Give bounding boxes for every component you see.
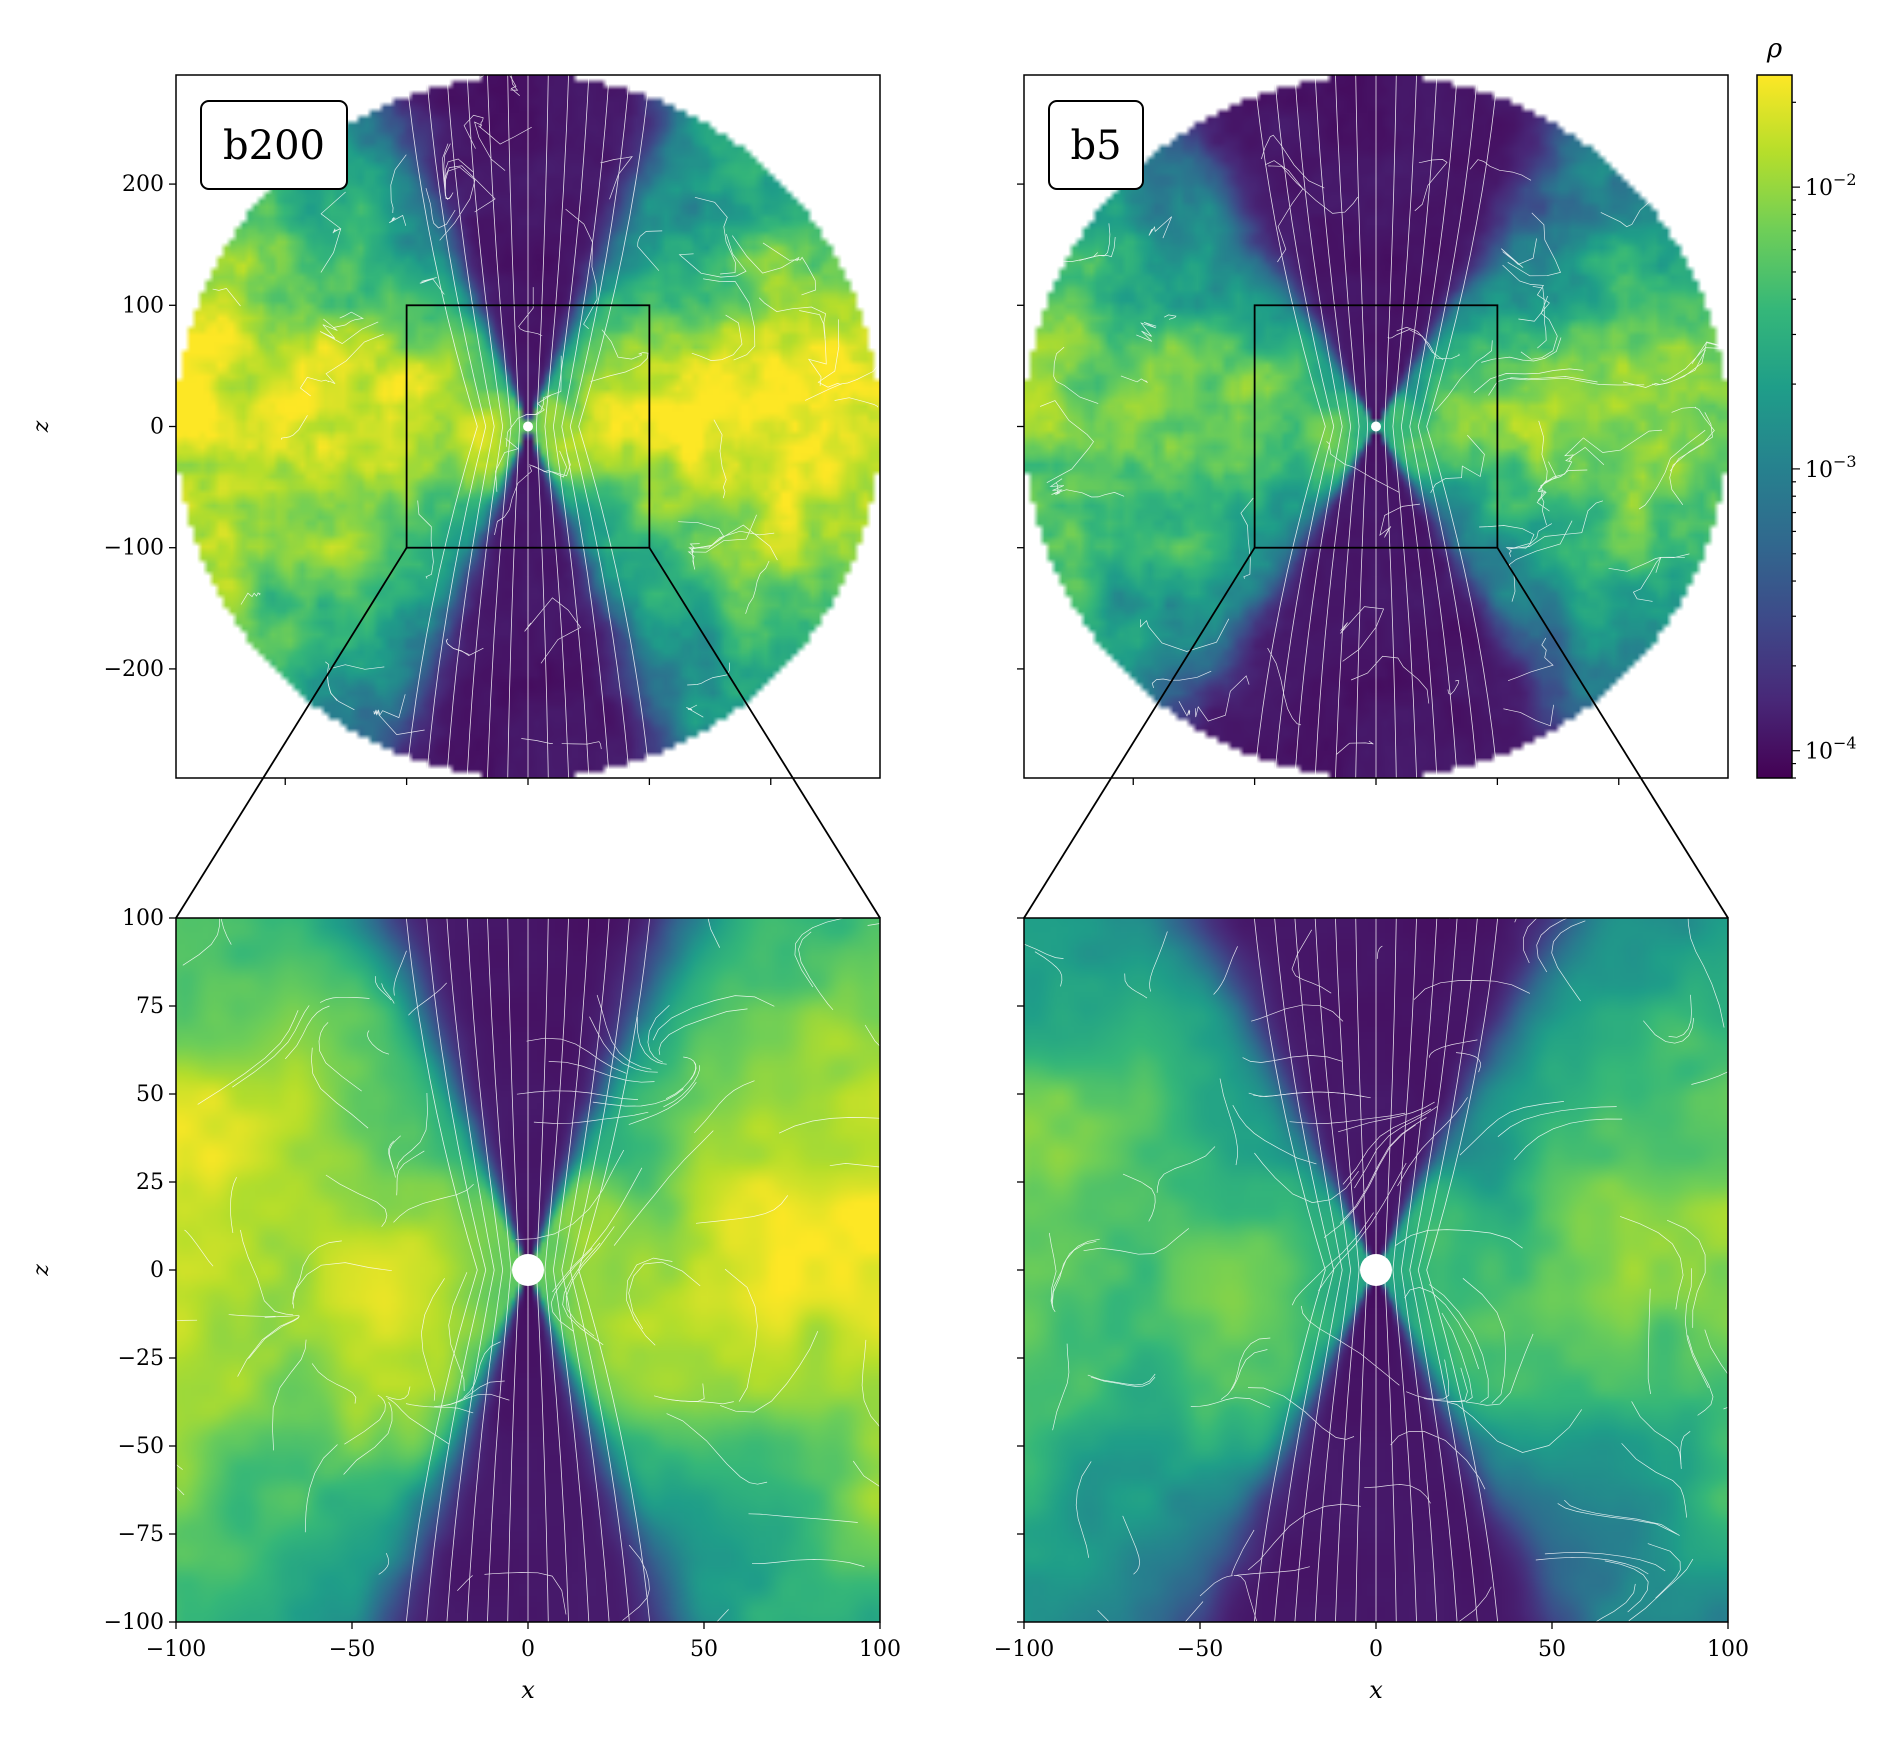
- inset-box: [1253, 304, 1499, 549]
- zoom-connector: [648, 547, 881, 919]
- ytick-label: 0: [150, 415, 164, 440]
- ytick-label: 200: [122, 172, 164, 197]
- colorbar-tick-label: 10−4: [1805, 734, 1857, 765]
- panel-bottom-right: −100 −50 0 50 100 x: [994, 917, 1749, 1704]
- ytick-label: 100: [122, 906, 164, 931]
- y-axis-label: z: [29, 1264, 54, 1277]
- ytick-label: −25: [118, 1346, 164, 1371]
- streamlines: [1039, 75, 1728, 778]
- zoom-connector: [175, 547, 408, 919]
- inset-box: [405, 304, 651, 549]
- ytick-label: −50: [118, 1434, 164, 1459]
- ytick-label: 50: [136, 1082, 164, 1107]
- xtick-label: 100: [859, 1637, 901, 1662]
- panels: 200 100 0 −100 −200 z b200 b5 100 75 50 25 0 −25 −50 −7…: [29, 74, 1749, 1704]
- colorbar-gradient: [1756, 74, 1793, 779]
- colorbar: 10−2 10−3 10−4 ρ: [1756, 34, 1857, 779]
- ytick-label: −75: [118, 1522, 164, 1547]
- central-object: [523, 421, 533, 432]
- x-axis-label: x: [521, 1676, 535, 1704]
- colorbar-label: ρ: [1766, 34, 1783, 64]
- xtick-label: −50: [1177, 1637, 1223, 1662]
- xtick-label: −100: [146, 1637, 206, 1662]
- ytick-label: −100: [104, 536, 164, 561]
- panel-label: b200: [223, 123, 325, 169]
- xtick-label: 50: [690, 1637, 718, 1662]
- xtick-label: 100: [1707, 1637, 1749, 1662]
- ytick-label: −100: [104, 1610, 164, 1635]
- panel-label: b5: [1070, 123, 1121, 169]
- xtick-label: −100: [994, 1637, 1054, 1662]
- panel-bottom-left: 100 75 50 25 0 −25 −50 −75 −100−100 −50 0 50 100 z x: [29, 906, 901, 1704]
- panel-label-box: [1048, 100, 1144, 190]
- panel-label-box: [200, 100, 348, 190]
- colorbar-tick-label: 10−3: [1805, 452, 1857, 483]
- xtick-label: 50: [1538, 1637, 1566, 1662]
- streamlines: [176, 918, 880, 1622]
- zoom-connector: [1496, 547, 1729, 919]
- central-object: [1360, 1254, 1392, 1286]
- colorbar-tick-label: 10−2: [1805, 170, 1857, 201]
- zoom-connector: [1023, 547, 1256, 919]
- central-object: [512, 1254, 544, 1286]
- ytick-label: 75: [136, 994, 164, 1019]
- ytick-label: 100: [122, 293, 164, 318]
- x-axis-label: x: [1369, 1676, 1383, 1704]
- streamlines: [212, 75, 880, 778]
- ytick-label: 0: [150, 1258, 164, 1283]
- xtick-label: 0: [1369, 1637, 1383, 1662]
- ytick-label: 25: [136, 1170, 164, 1195]
- xtick-label: −50: [329, 1637, 375, 1662]
- panel-top-left: 200 100 0 −100 −200 z b200: [29, 74, 881, 785]
- panel-top-right: b5: [1017, 74, 1729, 785]
- streamlines: [1024, 918, 1728, 1622]
- ytick-label: −200: [104, 657, 164, 682]
- central-object: [1371, 421, 1381, 432]
- xtick-label: 0: [521, 1637, 535, 1662]
- y-axis-label: z: [29, 420, 54, 433]
